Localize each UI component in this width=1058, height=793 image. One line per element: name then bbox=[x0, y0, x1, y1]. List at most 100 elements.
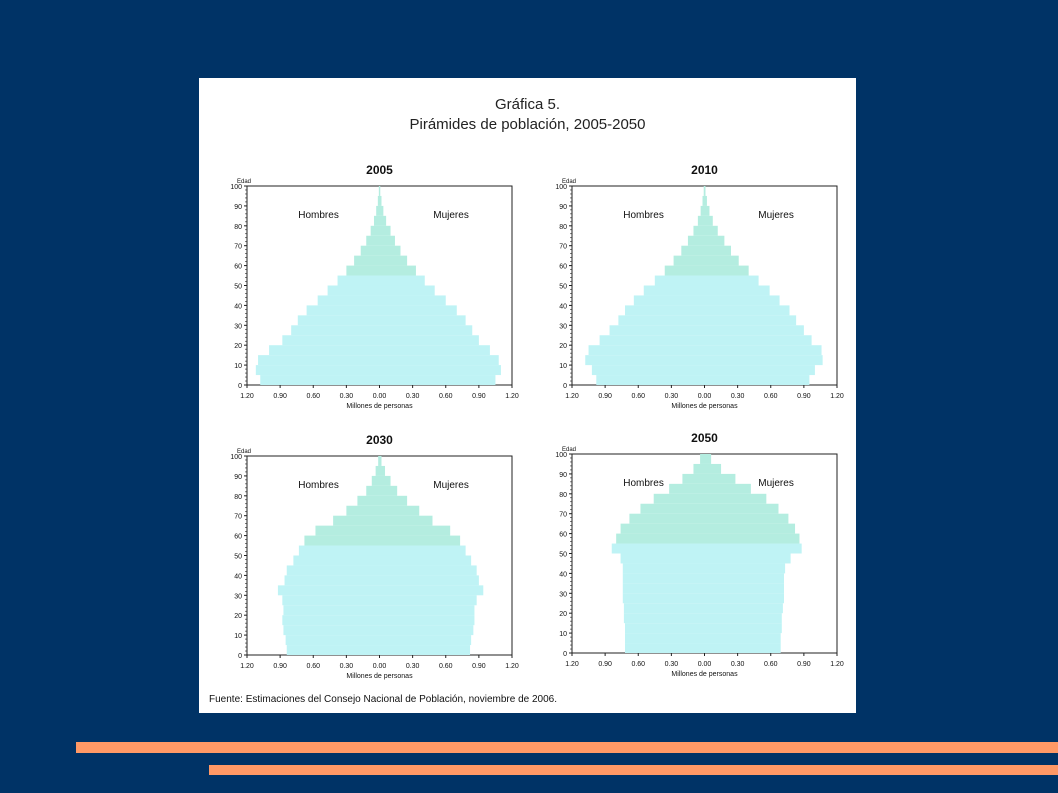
bar-mujeres bbox=[704, 473, 736, 484]
bar-mujeres bbox=[704, 533, 800, 544]
y-tick-label: 80 bbox=[559, 224, 567, 231]
y-tick-label: 100 bbox=[555, 452, 567, 459]
y-tick-label: 10 bbox=[234, 633, 242, 640]
bar-mujeres bbox=[379, 615, 475, 626]
bar-hombres bbox=[618, 315, 705, 326]
y-tick-label: 60 bbox=[234, 534, 242, 541]
y-tick-label: 80 bbox=[234, 224, 242, 231]
label-hombres: Hombres bbox=[298, 480, 339, 491]
bar-mujeres bbox=[379, 575, 479, 586]
bar-mujeres bbox=[704, 265, 749, 276]
bar-mujeres bbox=[704, 315, 797, 326]
bar-mujeres bbox=[379, 365, 501, 376]
bar-hombres bbox=[673, 255, 705, 266]
bar-mujeres bbox=[379, 335, 479, 346]
bar-mujeres bbox=[704, 305, 790, 316]
y-tick-label: 30 bbox=[559, 323, 567, 330]
bar-mujeres bbox=[379, 235, 395, 246]
x-tick-label: 1.20 bbox=[565, 661, 579, 668]
y-tick-label: 70 bbox=[234, 244, 242, 251]
bar-hombres bbox=[298, 545, 380, 556]
bar-hombres bbox=[588, 345, 705, 356]
bar-hombres bbox=[346, 505, 380, 516]
bar-hombres bbox=[297, 315, 380, 326]
bar-mujeres bbox=[704, 365, 815, 376]
y-axis-label: Edad bbox=[237, 449, 251, 455]
bar-mujeres bbox=[379, 565, 477, 576]
bar-hombres bbox=[370, 225, 380, 236]
bar-hombres bbox=[633, 295, 705, 306]
y-axis-label: Edad bbox=[562, 447, 576, 453]
bar-mujeres bbox=[379, 555, 472, 566]
x-tick-label: 0.00 bbox=[373, 663, 387, 670]
bar-hombres bbox=[702, 195, 705, 206]
bar-mujeres bbox=[379, 345, 490, 356]
bar-hombres bbox=[317, 295, 380, 306]
bar-hombres bbox=[700, 205, 705, 216]
bar-hombres bbox=[375, 465, 380, 476]
x-tick-label: 0.90 bbox=[797, 661, 811, 668]
bar-hombres bbox=[622, 593, 705, 604]
label-mujeres: Mujeres bbox=[433, 480, 469, 491]
bar-hombres bbox=[616, 533, 705, 544]
y-tick-label: 0 bbox=[563, 383, 567, 390]
y-tick-label: 0 bbox=[238, 383, 242, 390]
y-tick-label: 40 bbox=[234, 303, 242, 310]
bar-hombres bbox=[629, 513, 705, 524]
bar-hombres bbox=[693, 463, 705, 474]
y-tick-label: 10 bbox=[559, 631, 567, 638]
label-mujeres: Mujeres bbox=[758, 210, 794, 221]
bar-hombres bbox=[337, 275, 380, 286]
bar-mujeres bbox=[379, 545, 466, 556]
bar-mujeres bbox=[379, 195, 382, 206]
pyramid-chart-2050: 2050 0 10 20 30 40 50 60 70 80 90 100 1.20 0.90 0.60 0.… bbox=[555, 431, 844, 678]
bar-mujeres bbox=[379, 325, 473, 336]
bar-hombres bbox=[703, 186, 705, 196]
bar-hombres bbox=[623, 613, 705, 624]
bar-mujeres bbox=[704, 613, 782, 624]
x-tick-label: 0.90 bbox=[472, 663, 486, 670]
y-tick-label: 20 bbox=[234, 613, 242, 620]
bar-hombres bbox=[687, 235, 705, 246]
label-mujeres: Mujeres bbox=[433, 210, 469, 221]
bar-mujeres bbox=[704, 543, 802, 554]
bar-hombres bbox=[596, 375, 705, 385]
bar-hombres bbox=[373, 215, 380, 226]
bar-hombres bbox=[366, 235, 380, 246]
bar-hombres bbox=[585, 355, 705, 366]
x-tick-label: 0.90 bbox=[273, 663, 287, 670]
bar-mujeres bbox=[379, 625, 474, 636]
bar-mujeres bbox=[379, 645, 471, 655]
bar-mujeres bbox=[704, 454, 712, 464]
decorative-stripe-bottom bbox=[209, 765, 1058, 775]
bar-hombres bbox=[291, 325, 380, 336]
figure-subtitle: Pirámides de población, 2005-2050 bbox=[409, 116, 646, 133]
bar-mujeres bbox=[704, 513, 789, 524]
bar-hombres bbox=[625, 623, 705, 634]
bar-mujeres bbox=[379, 465, 386, 476]
x-tick-label: 0.60 bbox=[764, 393, 778, 400]
bar-hombres bbox=[286, 565, 380, 576]
x-tick-label: 0.60 bbox=[439, 393, 453, 400]
bar-mujeres bbox=[704, 325, 804, 336]
bar-mujeres bbox=[704, 553, 791, 564]
y-tick-label: 70 bbox=[234, 514, 242, 521]
bar-hombres bbox=[366, 485, 380, 496]
y-tick-label: 100 bbox=[230, 184, 242, 191]
bar-mujeres bbox=[379, 275, 425, 286]
source-note: Fuente: Estimaciones del Consejo Naciona… bbox=[209, 694, 557, 705]
x-tick-label: 0.60 bbox=[306, 393, 320, 400]
bar-mujeres bbox=[379, 505, 420, 516]
bar-mujeres bbox=[704, 195, 707, 206]
y-tick-label: 90 bbox=[234, 204, 242, 211]
bar-mujeres bbox=[379, 295, 446, 306]
y-tick-label: 100 bbox=[230, 454, 242, 461]
bar-hombres bbox=[327, 285, 380, 296]
x-tick-label: 0.30 bbox=[665, 393, 679, 400]
bar-mujeres bbox=[379, 525, 451, 536]
bar-hombres bbox=[693, 225, 705, 236]
bar-mujeres bbox=[379, 485, 398, 496]
bar-hombres bbox=[640, 503, 705, 514]
bar-hombres bbox=[682, 473, 705, 484]
